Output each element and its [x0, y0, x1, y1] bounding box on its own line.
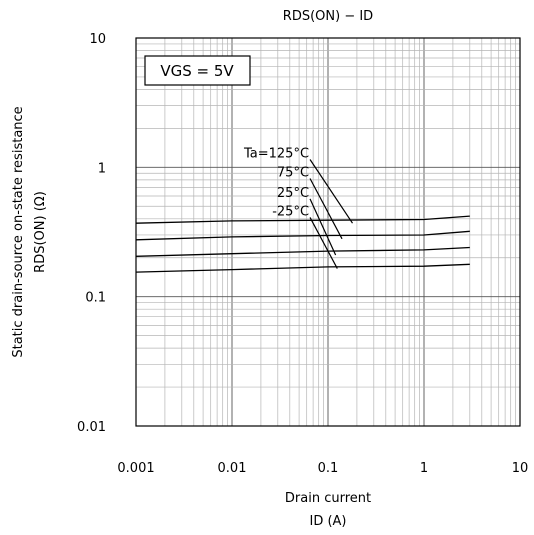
y-tick-label: 10 — [89, 32, 106, 47]
x-tick-label: 0.1 — [318, 461, 339, 476]
x-tick-label: 0.001 — [117, 461, 154, 476]
condition-label: VGS = 5V — [160, 62, 234, 80]
x-axis-label-line1: Drain current — [285, 491, 371, 506]
y-tick-label: 0.1 — [85, 291, 106, 306]
leader-line-2 — [309, 198, 337, 256]
series-label-0: Ta=125°C — [243, 146, 309, 161]
y-axis-label-line1: Static drain-source on-state resistance — [11, 106, 26, 357]
series-line-1 — [135, 230, 470, 241]
y-axis-label-line2: RDS(ON) (Ω) — [33, 191, 48, 273]
series-line-3 — [135, 263, 470, 273]
x-tick-label: 10 — [512, 461, 529, 476]
series-line-0 — [135, 215, 470, 224]
x-tick-label: 1 — [420, 461, 428, 476]
leader-line-1 — [309, 178, 343, 240]
x-tick-labels: 0.001 0.01 0.1 1 10 — [117, 461, 528, 476]
x-tick-label: 0.01 — [218, 461, 247, 476]
y-tick-label: 1 — [98, 161, 106, 176]
leader-layer: Ta=125°C 75°C 25°C -25°C — [243, 146, 354, 269]
condition-box-frame — [144, 55, 251, 86]
leader-line-0 — [309, 159, 354, 224]
series-label-2: 25°C — [277, 186, 309, 201]
grid — [136, 38, 520, 426]
y-tick-label: 0.01 — [77, 420, 106, 435]
y-tick-labels: 0.01 0.1 1 10 — [77, 32, 106, 435]
chart-title: RDS(ON) − ID — [283, 9, 373, 24]
condition-box: VGS = 5V — [144, 55, 251, 86]
plot-frame — [135, 37, 521, 427]
series-label-1: 75°C — [277, 165, 309, 180]
series-label-3: -25°C — [272, 204, 309, 219]
leader-line-3 — [309, 217, 338, 269]
x-axis-label-line2: ID (A) — [309, 514, 346, 529]
